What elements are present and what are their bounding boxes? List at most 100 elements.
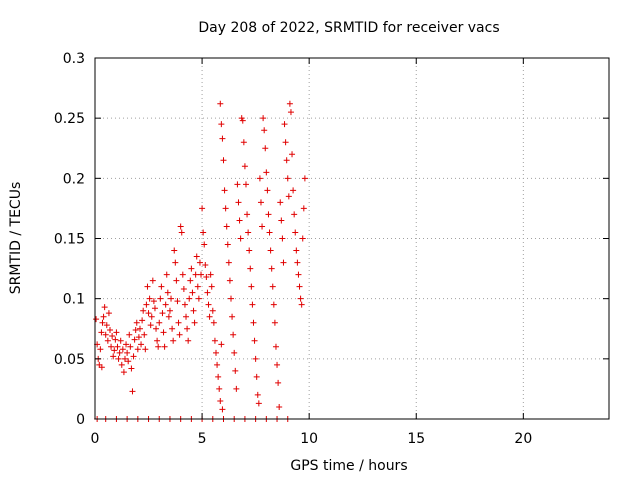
data-point xyxy=(219,406,226,413)
data-point xyxy=(275,379,282,386)
data-point xyxy=(170,337,177,344)
data-point xyxy=(165,313,172,320)
data-point xyxy=(253,373,260,380)
data-point xyxy=(249,301,256,308)
data-point xyxy=(124,349,131,356)
data-point xyxy=(147,322,154,329)
data-point xyxy=(169,325,176,332)
data-point xyxy=(199,205,206,212)
data-point xyxy=(300,205,307,212)
data-point xyxy=(203,274,210,281)
data-point xyxy=(220,157,227,164)
data-point xyxy=(138,341,145,348)
data-point xyxy=(130,353,137,360)
data-point xyxy=(244,211,251,218)
data-point xyxy=(209,307,216,314)
x-axis-label: GPS time / hours xyxy=(290,458,407,474)
data-point xyxy=(296,283,303,290)
data-point xyxy=(290,187,297,194)
data-point xyxy=(223,223,230,230)
data-point xyxy=(103,322,110,329)
data-point xyxy=(127,343,134,350)
data-point xyxy=(205,301,212,308)
data-point xyxy=(217,397,224,404)
y-tick-label: 0.05 xyxy=(54,352,85,368)
data-point xyxy=(263,169,270,176)
data-point xyxy=(183,313,190,320)
data-point xyxy=(139,317,146,324)
data-point xyxy=(259,223,266,230)
data-point xyxy=(254,391,261,398)
data-point xyxy=(161,343,168,350)
data-point xyxy=(180,286,187,293)
data-point xyxy=(262,145,269,152)
data-point xyxy=(291,211,298,218)
data-point xyxy=(278,217,285,224)
data-point xyxy=(159,310,166,317)
y-tick-label: 0.2 xyxy=(63,171,85,187)
data-point xyxy=(117,337,124,344)
data-point xyxy=(126,331,133,338)
data-point xyxy=(282,139,289,146)
x-tick-label: 10 xyxy=(300,431,318,447)
data-point xyxy=(227,295,234,302)
data-point xyxy=(104,337,111,344)
data-point xyxy=(221,187,228,194)
data-point xyxy=(131,336,138,343)
data-point xyxy=(246,247,253,254)
data-point xyxy=(173,277,180,284)
data-point xyxy=(179,271,186,278)
data-point xyxy=(148,313,155,320)
data-point xyxy=(120,369,127,376)
data-point xyxy=(230,331,237,338)
chart-title: Day 208 of 2022, SRMTID for receiver vac… xyxy=(198,20,499,36)
data-point xyxy=(201,241,208,248)
data-point xyxy=(115,355,122,362)
data-point xyxy=(195,295,202,302)
data-point xyxy=(208,283,215,290)
data-point xyxy=(149,277,156,284)
data-point xyxy=(114,343,121,350)
data-point xyxy=(226,277,233,284)
data-point xyxy=(239,117,246,124)
data-point xyxy=(192,271,199,278)
data-point xyxy=(206,313,213,320)
y-tick-label: 0.1 xyxy=(63,292,85,308)
data-point xyxy=(174,298,181,305)
data-point xyxy=(151,305,158,312)
data-point xyxy=(163,271,170,278)
data-point xyxy=(119,346,126,353)
data-point xyxy=(232,367,239,374)
data-point xyxy=(231,349,238,356)
data-point xyxy=(270,301,277,308)
y-tick-label: 0.3 xyxy=(63,51,85,67)
data-point xyxy=(260,115,267,122)
data-point xyxy=(211,337,218,344)
data-point xyxy=(202,261,209,268)
data-point xyxy=(287,109,294,116)
grid-lines xyxy=(95,58,609,419)
data-point xyxy=(213,349,220,356)
data-point xyxy=(289,151,296,158)
data-point xyxy=(190,307,197,314)
data-point xyxy=(218,121,225,128)
data-point xyxy=(245,229,252,236)
data-point xyxy=(283,157,290,164)
data-point xyxy=(196,259,203,266)
data-point xyxy=(214,361,221,368)
data-point xyxy=(99,319,106,326)
data-point xyxy=(143,301,150,308)
data-point xyxy=(261,127,268,134)
data-point xyxy=(292,229,299,236)
data-point xyxy=(200,229,207,236)
data-point xyxy=(101,304,108,311)
data-point xyxy=(255,400,262,407)
data-point xyxy=(217,100,224,107)
data-point xyxy=(193,253,200,260)
x-tick-label: 0 xyxy=(91,431,100,447)
x-tick-label: 20 xyxy=(514,431,532,447)
data-point xyxy=(140,307,147,314)
data-point xyxy=(224,241,231,248)
data-point xyxy=(181,301,188,308)
